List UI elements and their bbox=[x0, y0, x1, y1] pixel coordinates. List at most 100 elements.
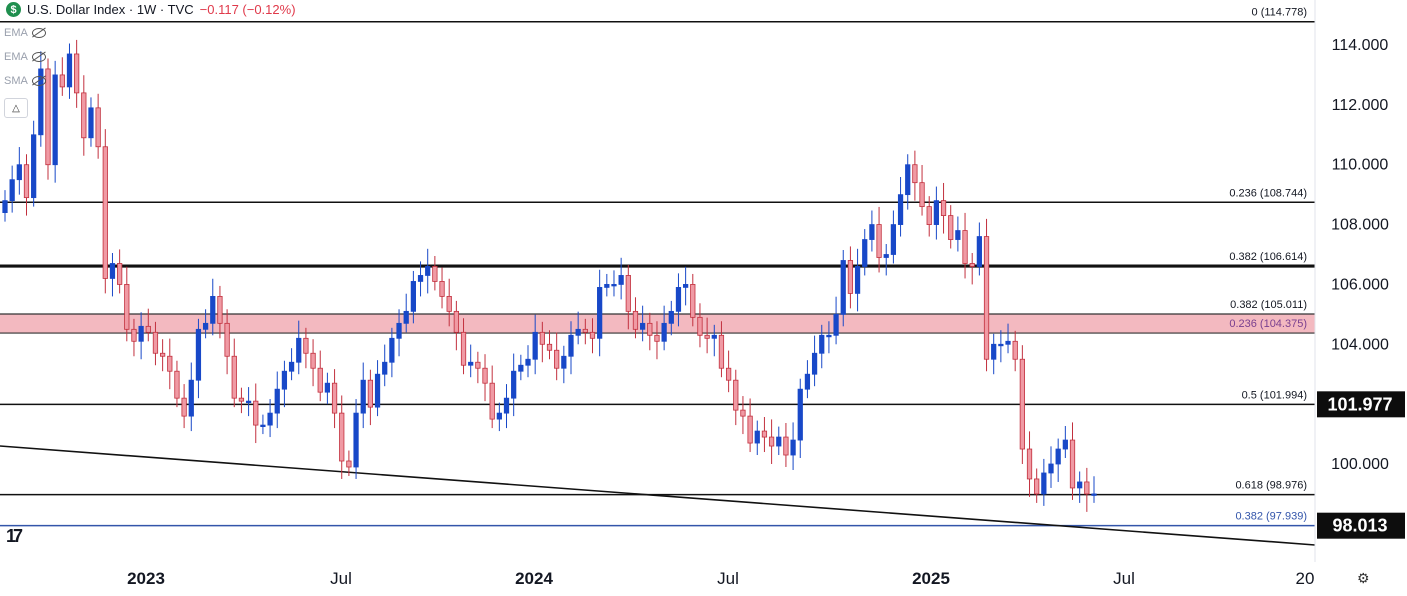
candle-body bbox=[897, 194, 904, 225]
indicator-ema-1[interactable]: EMA bbox=[4, 27, 46, 39]
fib-labels-layer: 0 (114.778) 0.236 (108.744) 0.382 (106.614… bbox=[1229, 7, 1307, 523]
candle-body bbox=[654, 334, 660, 342]
fib-label: 0.5 (101.994) bbox=[1242, 389, 1307, 401]
candle-body bbox=[1034, 478, 1040, 495]
indicator-sma[interactable]: SMA bbox=[4, 75, 46, 87]
candle-body bbox=[396, 322, 402, 339]
candle-body bbox=[754, 430, 760, 444]
candle-body bbox=[862, 239, 868, 267]
fib-label: 0.382 (106.614) bbox=[1229, 251, 1307, 263]
y-tick-label: 106.000 bbox=[1331, 276, 1389, 293]
candle-body bbox=[948, 215, 954, 240]
candle-body bbox=[819, 334, 825, 354]
time-axis: 2023 Jul 2024 Jul 2025 Jul 20 bbox=[127, 569, 1314, 588]
fib-label: 0 (114.778) bbox=[1252, 7, 1307, 19]
candle-body bbox=[618, 275, 624, 285]
candle-body bbox=[417, 275, 424, 282]
gear-icon[interactable]: ⚙ bbox=[1357, 570, 1370, 586]
candle-body bbox=[331, 382, 338, 414]
candle-body bbox=[131, 328, 137, 342]
candle-body bbox=[217, 295, 223, 324]
candle-body bbox=[468, 361, 474, 366]
eye-crossed-icon[interactable] bbox=[31, 28, 46, 38]
candle-body bbox=[310, 352, 316, 369]
y-tick-label: 112.000 bbox=[1332, 97, 1389, 114]
chevron-up-icon: △ bbox=[12, 102, 20, 114]
x-tick-label: 20 bbox=[1296, 569, 1315, 588]
candle-body bbox=[1019, 358, 1025, 450]
candle-body bbox=[460, 331, 467, 366]
candle-body bbox=[138, 325, 144, 342]
candle-body bbox=[969, 263, 975, 267]
price-badge bbox=[1317, 512, 1405, 539]
candle-body bbox=[281, 370, 288, 390]
candle-body bbox=[940, 200, 947, 216]
candle-body bbox=[167, 355, 173, 372]
candle-body bbox=[159, 352, 166, 357]
eye-crossed-icon[interactable] bbox=[31, 76, 46, 86]
candle-body bbox=[410, 281, 416, 312]
collapse-indicators-button[interactable]: △ bbox=[4, 98, 28, 118]
candle-body bbox=[2, 200, 8, 213]
candle-body bbox=[640, 322, 646, 330]
candle-body bbox=[976, 236, 982, 267]
candle-body bbox=[962, 230, 968, 264]
candle-body bbox=[446, 295, 452, 312]
indicator-label: EMA bbox=[4, 27, 28, 39]
x-tick-label: 2025 bbox=[912, 569, 950, 588]
fib-label: 0.382 (97.939) bbox=[1235, 511, 1307, 523]
candle-body bbox=[102, 146, 108, 279]
price-badge-label: 101.977 bbox=[1327, 394, 1392, 414]
trendline bbox=[0, 445, 1316, 546]
candle-body bbox=[761, 430, 768, 438]
eye-crossed-icon[interactable] bbox=[31, 52, 46, 62]
candle-body bbox=[109, 263, 116, 279]
candle-body bbox=[768, 436, 775, 447]
candle-body bbox=[432, 266, 438, 282]
candle-body bbox=[869, 224, 875, 240]
indicator-label: SMA bbox=[4, 75, 28, 87]
tradingview-logo[interactable]: 17 bbox=[6, 526, 23, 546]
candle-body bbox=[890, 224, 897, 255]
candle-body bbox=[668, 310, 674, 324]
candle-body bbox=[804, 373, 811, 390]
candle-body bbox=[66, 53, 73, 88]
candle-body bbox=[210, 295, 216, 324]
candle-body bbox=[31, 134, 37, 199]
candle-body bbox=[1062, 439, 1068, 450]
symbol-title[interactable]: U.S. Dollar Index · 1W · TVC bbox=[27, 2, 194, 17]
y-tick-label: 100.000 bbox=[1331, 456, 1389, 473]
candle-body bbox=[511, 370, 517, 399]
indicator-ema-2[interactable]: EMA bbox=[4, 51, 46, 63]
candle-body bbox=[718, 334, 725, 369]
candle-body bbox=[611, 284, 617, 287]
candle-body bbox=[59, 74, 65, 88]
candle-body bbox=[81, 92, 87, 139]
candle-body bbox=[854, 266, 861, 294]
candle-body bbox=[704, 334, 710, 339]
candle-body bbox=[933, 200, 940, 225]
candle-body bbox=[711, 334, 717, 339]
candle-body bbox=[117, 263, 123, 285]
y-tick-label: 104.000 bbox=[1331, 336, 1389, 353]
x-tick-label: Jul bbox=[717, 569, 739, 588]
candle-body bbox=[152, 331, 159, 354]
candle-body bbox=[826, 334, 832, 338]
candle-body bbox=[339, 412, 345, 462]
candle-body bbox=[353, 412, 359, 468]
x-tick-label: Jul bbox=[1113, 569, 1135, 588]
candle-body bbox=[697, 316, 703, 336]
price-badge bbox=[1317, 391, 1405, 418]
candle-body bbox=[575, 328, 581, 336]
candle-body bbox=[776, 436, 782, 447]
candle-body bbox=[561, 355, 567, 369]
candle-body bbox=[518, 364, 524, 372]
dollar-logo-icon: $ bbox=[6, 2, 21, 17]
candle-body bbox=[38, 68, 44, 136]
candle-body bbox=[346, 460, 352, 468]
candle-body bbox=[231, 355, 237, 399]
candle-body bbox=[998, 343, 1004, 347]
candle-body bbox=[632, 310, 639, 330]
candle-body bbox=[589, 331, 596, 339]
